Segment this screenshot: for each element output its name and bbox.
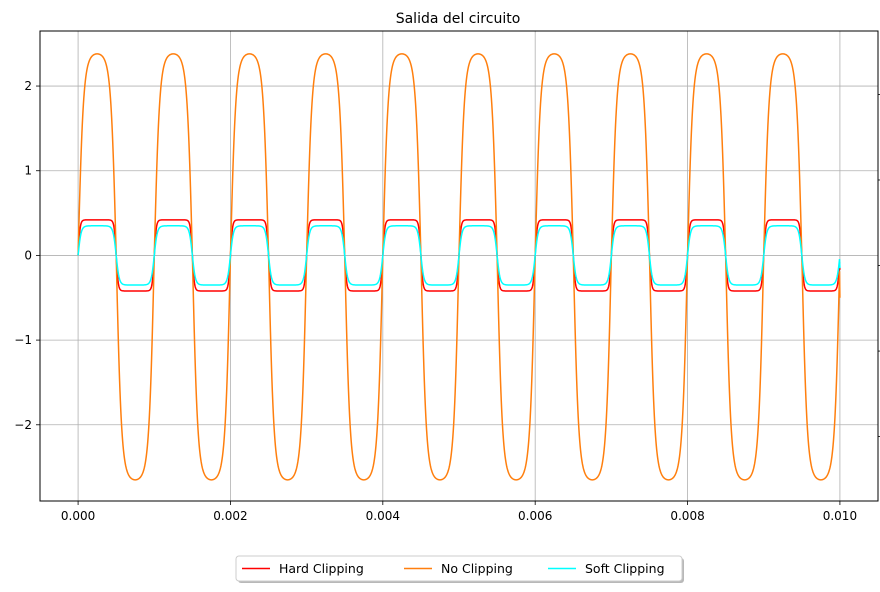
series-line-no-clipping xyxy=(77,53,841,481)
y-tick-label: 2 xyxy=(24,79,32,93)
right-axis-ticks xyxy=(878,94,880,438)
x-tick-label: 0.008 xyxy=(670,509,704,523)
legend: Hard Clipping No Clipping Soft Clipping xyxy=(235,555,684,583)
chart-title: Salida del circuito xyxy=(396,11,521,27)
legend-label: No Clipping xyxy=(441,561,513,576)
legend-label: Hard Clipping xyxy=(279,561,364,576)
x-tick-label: 0.002 xyxy=(213,509,247,523)
series-group xyxy=(77,53,841,481)
x-tick-label: 0.000 xyxy=(61,509,95,523)
y-tick-label: 1 xyxy=(24,164,32,178)
y-tick-label: 0 xyxy=(24,248,32,262)
x-tick-label: 0.010 xyxy=(823,509,857,523)
legend-box xyxy=(235,555,683,582)
series-line-soft-clipping xyxy=(77,225,841,286)
x-tick-label: 0.006 xyxy=(518,509,552,523)
y-tick-label: −2 xyxy=(14,418,32,432)
legend-label: Soft Clipping xyxy=(585,561,665,576)
y-tick-label: −1 xyxy=(14,333,32,347)
x-tick-label: 0.004 xyxy=(366,509,400,523)
axis-ticks: 0.000 0.002 0.004 0.006 0.008 0.010 −2 −1 0 1 2 xyxy=(14,79,857,523)
plot-frame xyxy=(39,30,879,502)
